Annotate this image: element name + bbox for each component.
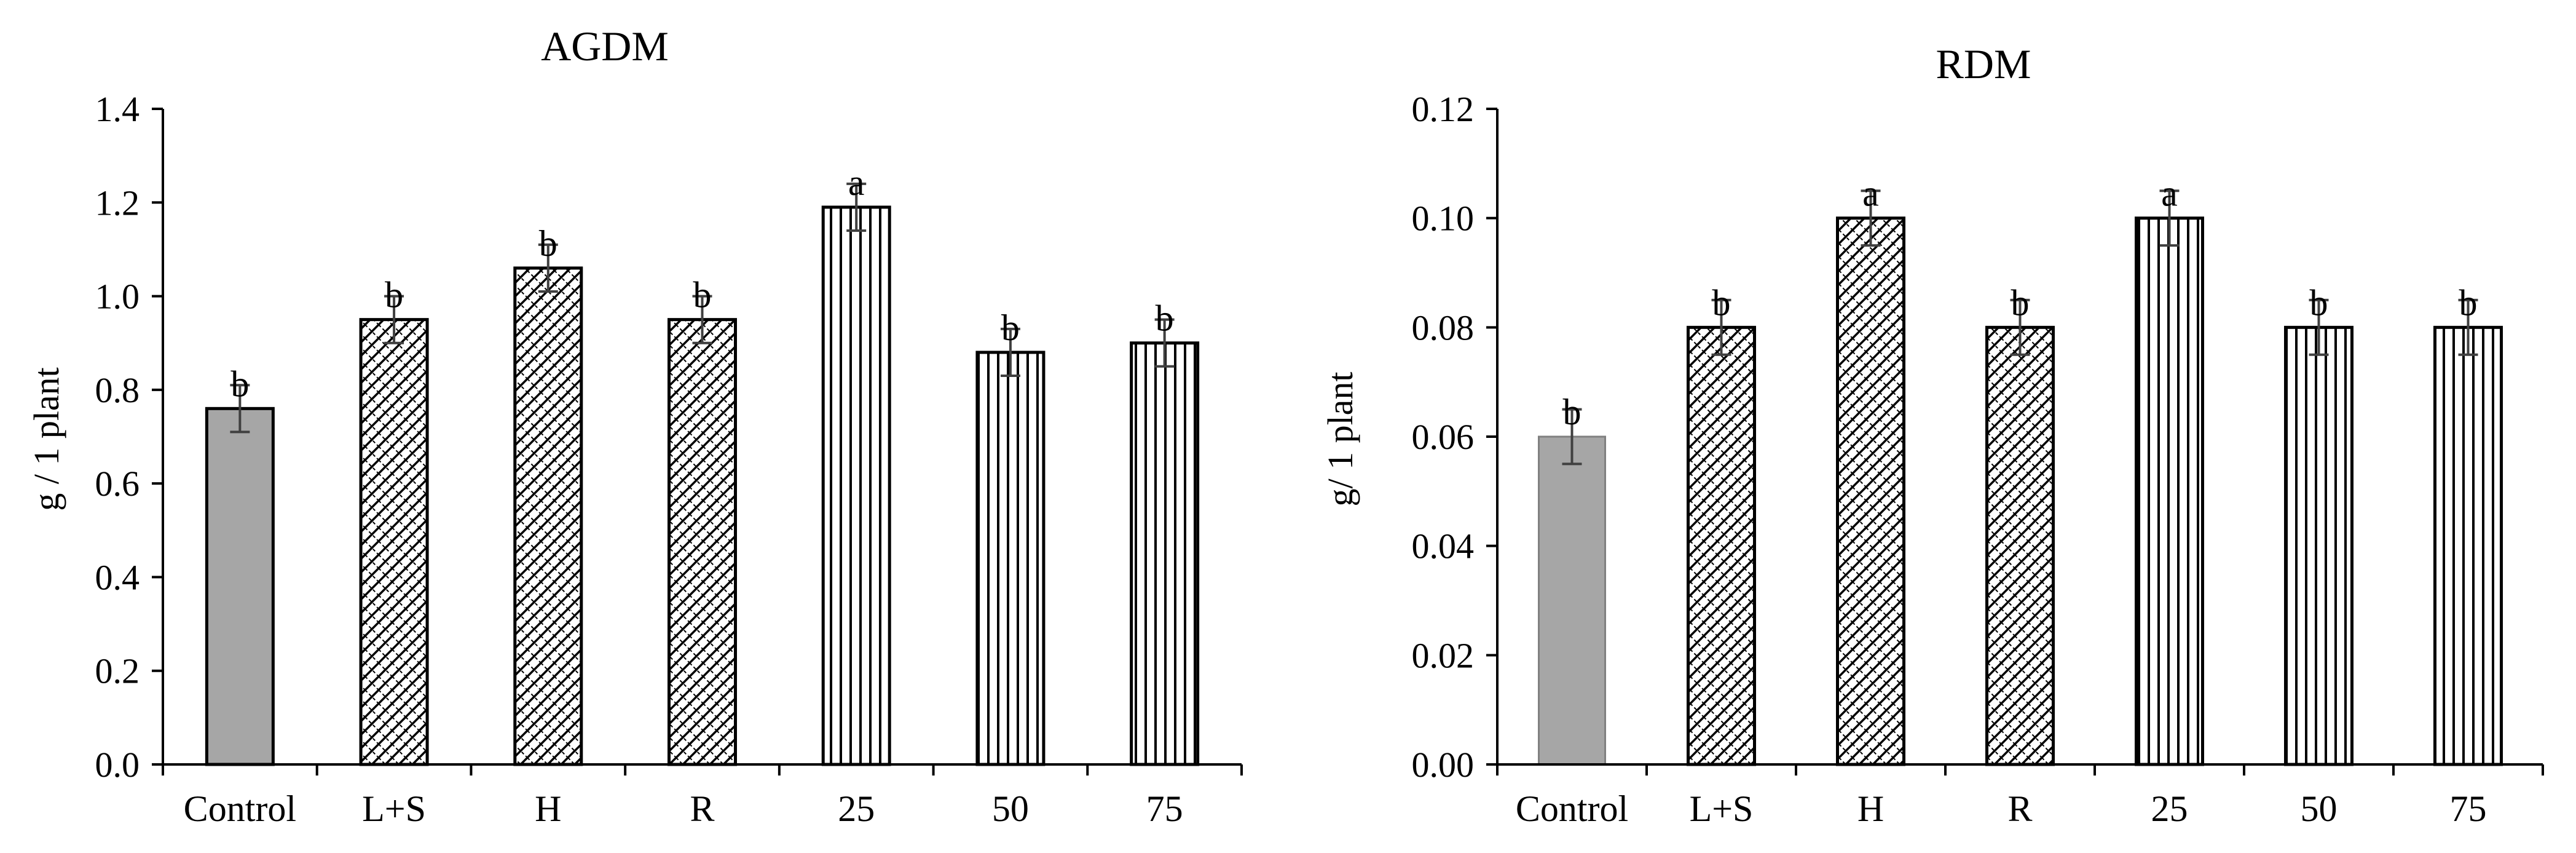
y-tick-label: 1.0 [95,277,140,317]
x-tick-label: 50 [992,788,1029,829]
bar-l-s [1687,325,1756,766]
x-tick-label: R [690,788,714,829]
significance-label: a [848,162,865,203]
significance-label: b [1001,307,1020,348]
bar-r [1985,325,2055,766]
y-tick-label: 0.0 [95,745,140,785]
y-tick-label: 0.2 [95,651,140,691]
x-tick-label: 25 [838,788,875,829]
bar-25 [2135,216,2204,766]
chart-agdm: AGDM g / 1 plant b b b b a b b 0.0 0.2 0.4 0.6 0.8… [26,23,1243,829]
y-tick-label: 0.02 [1412,635,1475,675]
y-axis-label: g/ 1 plant [1320,371,1360,506]
significance-label: b [1712,282,1731,323]
significance-label: b [539,223,557,264]
chart-title: AGDM [541,23,669,69]
significance-label: b [385,275,403,315]
x-tick-label: L+S [1690,788,1754,829]
bar-25 [821,205,891,766]
y-tick-label: 0.08 [1412,307,1475,347]
x-tick-label: Control [184,788,296,829]
significance-label: b [1156,298,1174,339]
significance-label: b [2459,282,2478,323]
significance-label: b [230,363,249,404]
y-axis-label: g / 1 plant [26,367,66,511]
y-tick-label: 0.10 [1412,199,1475,239]
x-tick-label: 75 [2450,788,2487,829]
y-tick-label: 0.04 [1412,526,1475,566]
x-tick-label: Control [1516,788,1628,829]
bar-control [205,407,275,766]
chart-title: RDM [1936,41,2031,87]
y-tick-label: 0.4 [95,557,140,597]
x-tick-label: L+S [362,788,426,829]
bar-h [1836,216,1905,766]
x-tick-label: H [1857,788,1884,829]
chart-rdm: RDM g/ 1 plant b b a b a b b 0.00 0.02 0.04 0.06 0… [1320,41,2544,829]
y-tick-label: 0.8 [95,370,140,410]
bar-h [513,266,583,766]
bar-75 [2433,325,2503,766]
y-tick-label: 0.06 [1412,417,1475,457]
y-tick-label: 0.00 [1412,745,1475,785]
significance-label: b [2011,282,2030,323]
significance-label: a [2161,173,2178,214]
y-tick-label: 0.6 [95,464,140,504]
x-tick-label: R [2007,788,2032,829]
significance-label: b [693,275,712,315]
x-tick-label: 75 [1146,788,1183,829]
x-tick-label: 25 [2151,788,2188,829]
bar-50 [975,351,1046,766]
y-tick-label: 0.12 [1412,89,1475,129]
y-tick-label: 1.4 [95,89,140,129]
bar-l-s [359,318,429,766]
bar-50 [2284,325,2353,766]
x-tick-label: 50 [2301,788,2338,829]
bar-control [1538,435,1606,766]
y-tick-label: 1.2 [95,183,140,223]
significance-label: b [1563,392,1581,432]
significance-label: b [2310,282,2328,323]
significance-label: a [1862,173,1879,214]
bar-75 [1130,341,1200,766]
x-tick-label: H [535,788,561,829]
bar-r [668,318,737,766]
